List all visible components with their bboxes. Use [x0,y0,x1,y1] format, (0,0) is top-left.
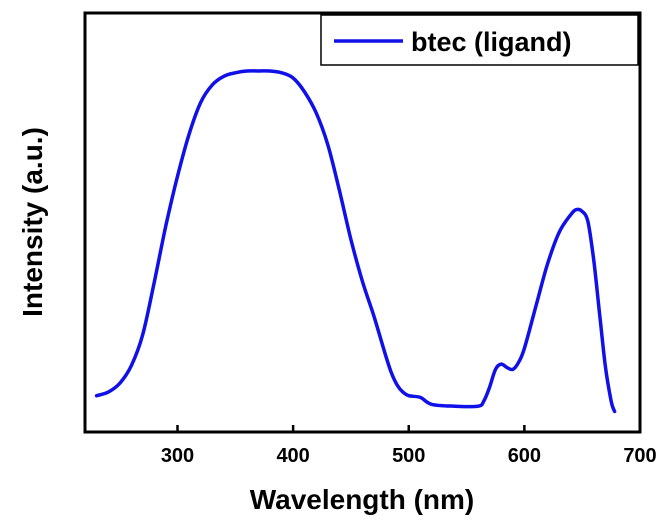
x-axis-ticks [176,425,642,432]
x-tick-label-300: 300 [161,445,194,467]
x-tick-label-500: 500 [392,445,425,467]
x-tick-label-700: 700 [623,445,656,467]
legend-label: btec (ligand) [411,27,572,57]
legend: btec (ligand) [320,14,639,66]
y-axis-title: Intensity (a.u.) [17,127,48,317]
x-tick-label-400: 400 [276,445,309,467]
x-tick-label-600: 600 [508,445,541,467]
series-line-btec [94,69,617,414]
x-axis-tick-labels: 300 400 500 600 700 [161,445,657,467]
plot-frame [83,11,642,434]
x-axis-title: Wavelength (nm) [250,484,475,515]
